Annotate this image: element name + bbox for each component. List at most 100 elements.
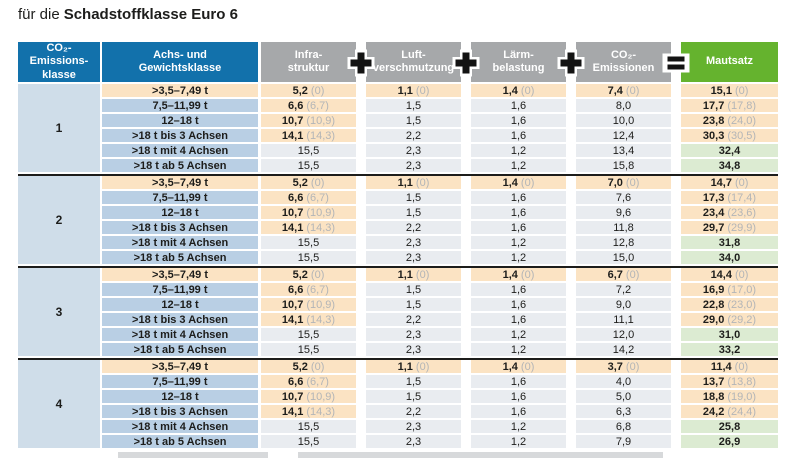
infra-value-cell: 6,6 (6,7)	[261, 191, 356, 206]
weight-class-cell: >18 t bis 3 Achsen	[102, 313, 258, 328]
weight-class-cell: 7,5–11,99 t	[102, 191, 258, 206]
noise-value-cell: 1,6	[471, 405, 566, 420]
toll-value-cell: 23,8 (24,0)	[681, 114, 778, 129]
weight-class-cell: >18 t mit 4 Achsen	[102, 236, 258, 251]
cell-value: 1,2	[510, 435, 527, 448]
noise-value-cell: 1,6	[471, 375, 566, 390]
cell-paren-value: (0)	[415, 84, 430, 97]
co2-value-cell: 7,2	[576, 283, 671, 298]
toll-value-cell: 13,7 (13,8)	[681, 375, 778, 390]
cell-value: 1,5	[405, 114, 422, 127]
cell-paren-value: (0)	[415, 176, 430, 189]
cell-value: 15,5	[297, 435, 320, 448]
cell-paren-value: (24,4)	[727, 405, 757, 418]
header-line: Lärm-	[503, 48, 534, 61]
cell-value: 1,4	[502, 176, 518, 189]
cell-paren-value: (0)	[625, 176, 640, 189]
cell-paren-value: (6,7)	[306, 283, 329, 296]
group-separator	[18, 174, 778, 176]
noise-value-cell: 1,4 (0)	[471, 360, 566, 375]
infra-value-cell: 15,5	[261, 420, 356, 435]
cell-paren-value: (0)	[625, 360, 640, 373]
cell-value: 2,3	[405, 236, 422, 249]
cell-value: 6,8	[615, 420, 632, 433]
cell-value: 6,6	[288, 375, 304, 388]
noise-value-cell: 1,6	[471, 99, 566, 114]
air-value-cell: 1,5	[366, 206, 461, 221]
infra-value-cell: 6,6 (6,7)	[261, 375, 356, 390]
cell-value: 2,2	[405, 405, 422, 418]
cell-value: 1,2	[510, 144, 527, 157]
infra-value-cell: 14,1 (14,3)	[261, 405, 356, 420]
cell-value: 11,1	[613, 313, 634, 326]
weight-class-cell: >3,5–7,49 t	[102, 268, 258, 283]
cell-value: 22,8	[702, 298, 725, 311]
cell-value: 6,6	[288, 283, 304, 296]
infra-value-cell: 10,7 (10,9)	[261, 206, 356, 221]
noise-value-cell: 1,6	[471, 129, 566, 144]
cell-value: 7,6	[615, 191, 632, 204]
cell-value: 1,6	[510, 206, 527, 219]
cropped-content-sliver	[118, 452, 268, 458]
cell-value: 17,7	[702, 99, 725, 112]
infra-value-cell: 14,1 (14,3)	[261, 129, 356, 144]
weight-class-label: >3,5–7,49 t	[152, 84, 208, 97]
co2-value-cell: 8,0	[576, 99, 671, 114]
toll-value-cell: 23,4 (23,6)	[681, 206, 778, 221]
weight-class-cell: >18 t mit 4 Achsen	[102, 144, 258, 159]
weight-class-label: >18 t ab 5 Achsen	[133, 251, 227, 264]
cell-paren-value: (17,8)	[727, 99, 757, 112]
cell-value: 15,5	[297, 420, 320, 433]
group-separator	[18, 266, 778, 268]
toll-value-cell: 26,9	[681, 435, 778, 450]
header-line: Mautsatz	[705, 55, 754, 68]
emission-class-label: 1	[55, 121, 63, 135]
emission-class-label: 4	[55, 397, 63, 411]
cell-value: 1,1	[397, 84, 413, 97]
noise-value-cell: 1,6	[471, 191, 566, 206]
header-line: Emissionen	[592, 62, 655, 74]
air-value-cell: 2,2	[366, 405, 461, 420]
weight-class-cell: >18 t ab 5 Achsen	[102, 435, 258, 450]
cell-value: 2,2	[405, 221, 422, 234]
plus-icon	[452, 49, 480, 77]
cell-value: 1,1	[397, 360, 413, 373]
cell-value: 7,4	[607, 84, 623, 97]
cell-value: 2,2	[405, 129, 422, 142]
toll-value-cell: 29,7 (29,9)	[681, 221, 778, 236]
cell-paren-value: (29,9)	[727, 221, 757, 234]
infra-value-cell: 10,7 (10,9)	[261, 298, 356, 313]
toll-value-cell: 33,2	[681, 343, 778, 358]
weight-class-label: 12–18 t	[161, 114, 199, 127]
cell-paren-value: (0)	[310, 176, 325, 189]
weight-class-label: >18 t mit 4 Achsen	[131, 420, 229, 433]
cell-value: 14,7	[710, 176, 732, 189]
weight-class-label: >18 t ab 5 Achsen	[133, 435, 227, 448]
air-value-cell: 2,3	[366, 435, 461, 450]
infra-value-cell: 15,5	[261, 251, 356, 266]
weight-class-cell: >18 t mit 4 Achsen	[102, 420, 258, 435]
cell-value: 26,9	[718, 435, 741, 448]
co2-value-cell: 9,0	[576, 298, 671, 313]
cell-paren-value: (6,7)	[306, 375, 329, 388]
noise-value-cell: 1,2	[471, 435, 566, 450]
co2-value-cell: 3,7 (0)	[576, 360, 671, 375]
toll-value-cell: 18,8 (19,0)	[681, 390, 778, 405]
header-line: klasse	[42, 68, 76, 81]
co2-value-cell: 4,0	[576, 375, 671, 390]
cell-value: 1,6	[510, 390, 527, 403]
toll-value-cell: 32,4	[681, 144, 778, 159]
weight-class-label: >3,5–7,49 t	[152, 176, 208, 189]
cell-value: 15,1	[710, 84, 732, 97]
toll-value-cell: 16,9 (17,0)	[681, 283, 778, 298]
weight-class-cell: >18 t ab 5 Achsen	[102, 251, 258, 266]
cell-paren-value: (0)	[520, 84, 535, 97]
page-title-bold: Schadstoffklasse Euro 6	[63, 6, 238, 23]
cell-value: 6,7	[607, 268, 623, 281]
page-title: für die Schadstoffklasse Euro 6	[18, 6, 238, 23]
equals-icon	[662, 53, 690, 73]
co2-value-cell: 11,8	[576, 221, 671, 236]
cell-value: 1,6	[510, 375, 527, 388]
weight-class-label: 7,5–11,99 t	[152, 191, 208, 204]
toll-value-cell: 11,4 (0)	[681, 360, 778, 375]
